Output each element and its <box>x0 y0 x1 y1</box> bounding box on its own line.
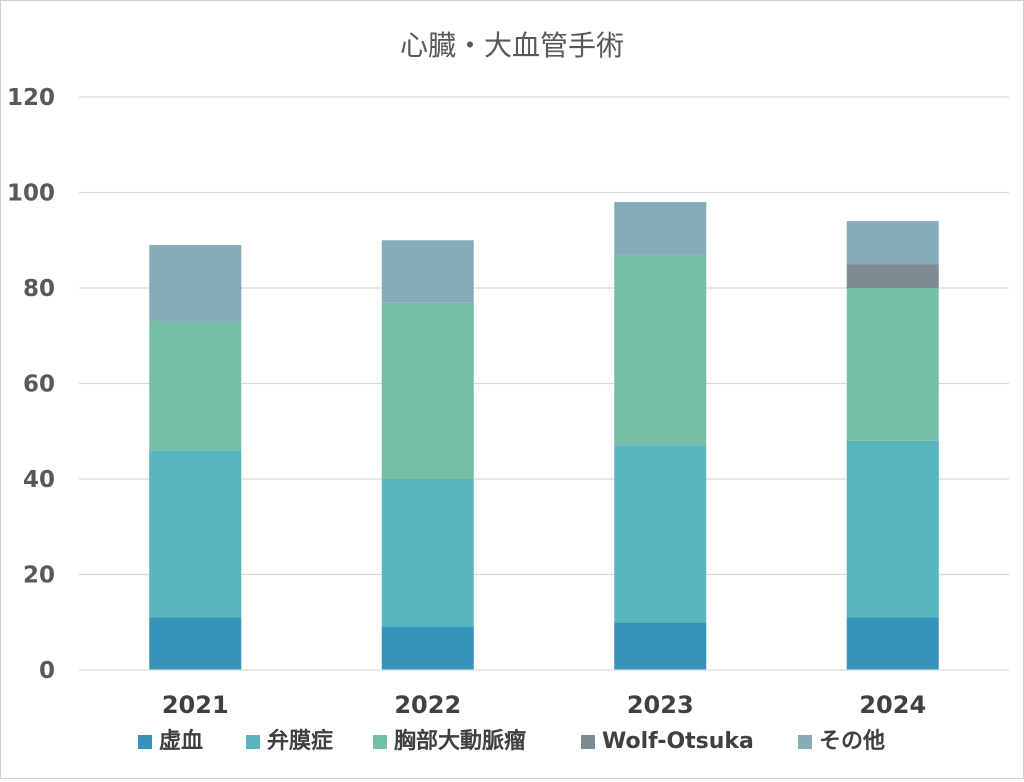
legend-item: 虚血 <box>138 728 203 754</box>
legend-swatch <box>798 735 812 749</box>
legend-item: その他 <box>798 729 885 754</box>
bar-segment <box>846 440 939 618</box>
bar-segment <box>614 254 707 446</box>
bar-segment <box>149 321 242 451</box>
legend-item: 胸部大動脈瘤 <box>373 728 526 754</box>
bar-segment <box>149 617 242 670</box>
y-tick-label: 120 <box>7 85 55 111</box>
chart-title: 心臓・大血管手術 <box>400 29 624 62</box>
bar-segment <box>614 622 707 670</box>
legend-label: 虚血 <box>159 728 203 754</box>
bar-segment <box>846 288 939 441</box>
x-tick-label: 2021 <box>162 691 229 719</box>
y-tick-label: 40 <box>23 467 55 493</box>
bar-segment <box>381 627 474 670</box>
legend-swatch <box>581 735 595 749</box>
legend-label: その他 <box>819 729 885 754</box>
legend-label: Wolf-Otsuka <box>602 729 754 754</box>
bar-segment <box>846 617 939 670</box>
bar-segment <box>614 445 707 623</box>
y-tick-label: 0 <box>39 658 55 684</box>
y-tick-label: 20 <box>23 563 55 589</box>
bar-segment <box>614 202 707 255</box>
bar-segment <box>381 302 474 479</box>
legend-item: Wolf-Otsuka <box>581 729 754 754</box>
x-axis-ticks: 2021 2022 2023 2024 <box>162 691 926 719</box>
bar-segment <box>381 479 474 628</box>
bar-segment <box>149 245 242 322</box>
bar-segment <box>381 240 474 303</box>
legend-swatch <box>138 735 152 749</box>
x-tick-label: 2023 <box>627 691 694 719</box>
bars <box>149 202 939 670</box>
bar-segment <box>846 221 939 265</box>
y-tick-label: 80 <box>23 276 55 302</box>
y-axis-ticks: 0 20 40 60 80 100 120 <box>7 85 55 684</box>
legend: 虚血 弁膜症 胸部大動脈瘤 Wolf-Otsuka その他 <box>138 728 885 754</box>
y-tick-label: 60 <box>23 372 55 398</box>
bar-segment <box>149 450 242 618</box>
legend-swatch <box>246 735 260 749</box>
legend-item: 弁膜症 <box>246 728 333 754</box>
bar-segment <box>846 264 939 288</box>
legend-label: 弁膜症 <box>267 728 333 754</box>
legend-swatch <box>373 735 387 749</box>
x-tick-label: 2022 <box>394 691 461 719</box>
legend-label: 胸部大動脈瘤 <box>394 728 526 754</box>
x-tick-label: 2024 <box>859 691 926 719</box>
y-tick-label: 100 <box>7 181 55 207</box>
